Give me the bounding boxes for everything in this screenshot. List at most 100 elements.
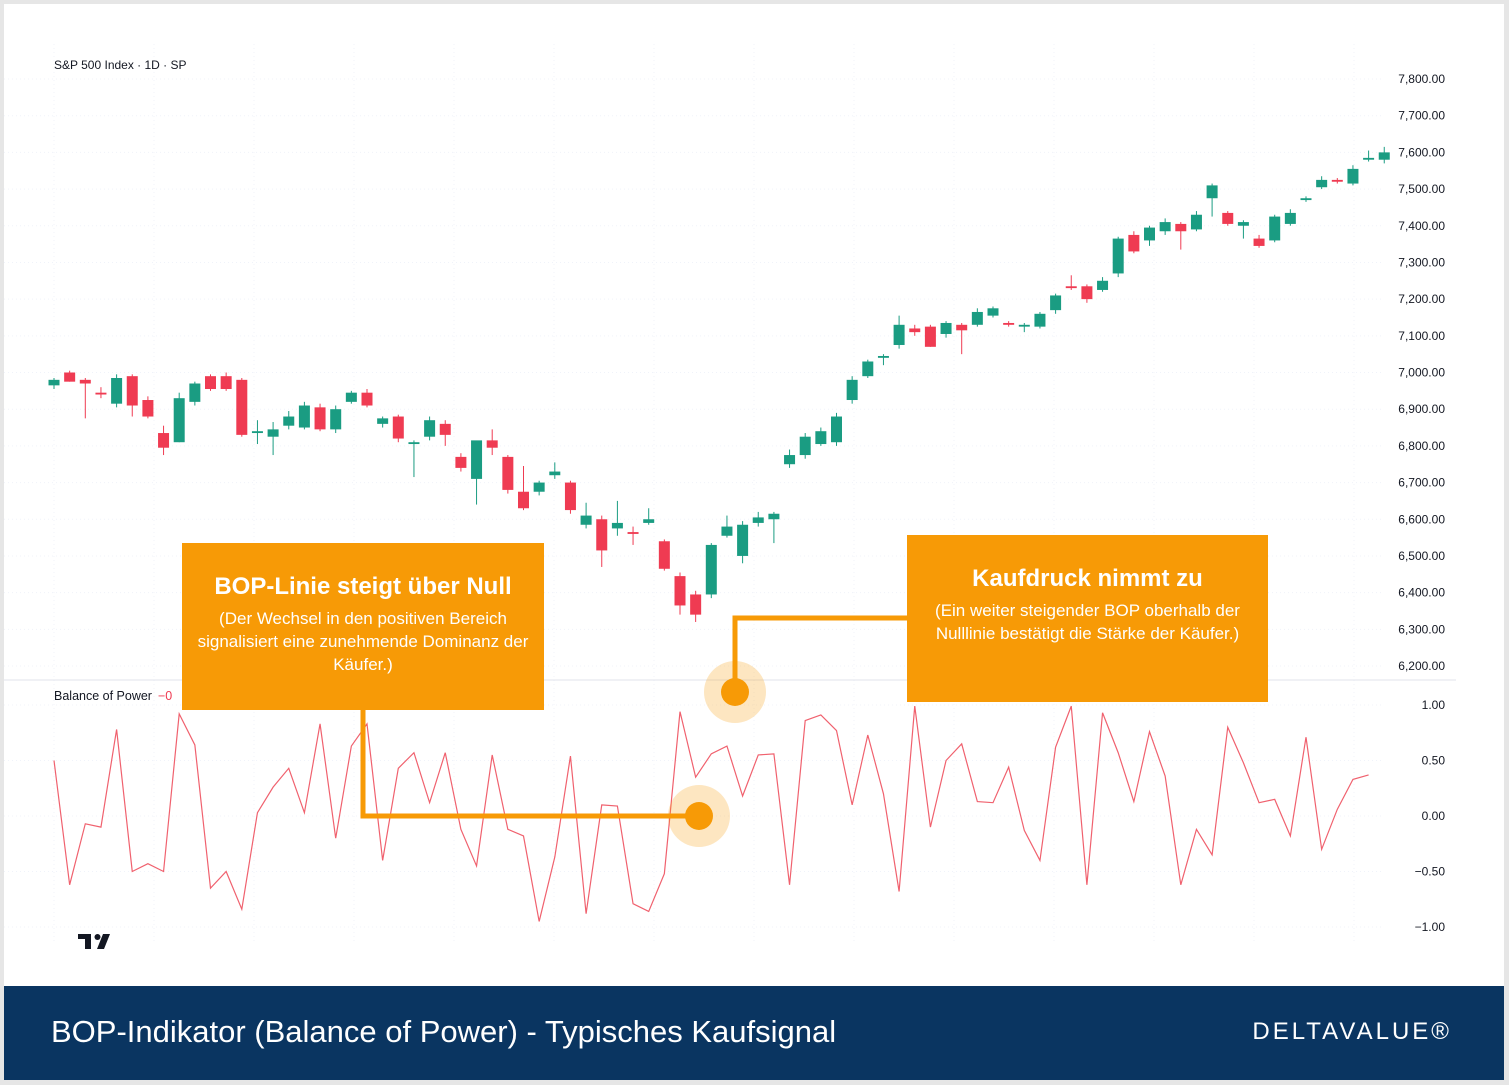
price-tick-label: 7,500.00 [1398,182,1445,196]
candle-body [1128,234,1140,252]
candle-body [471,440,483,479]
candle [971,308,983,327]
candle-body [1300,198,1312,201]
price-tick-label: 7,100.00 [1398,329,1445,343]
candle [784,449,796,468]
candle-body [831,416,842,443]
candle-body [173,398,185,443]
candle-body [64,372,76,382]
candle-body [909,328,921,333]
candle [1222,211,1234,226]
candle [1128,231,1140,254]
candle [721,515,733,538]
candle [345,390,357,404]
candle [251,420,263,445]
candle [158,425,170,456]
footer-title: BOP-Indikator (Balance of Power) - Typis… [51,1014,837,1049]
candle-body [1112,238,1124,274]
candle-body [345,392,357,402]
candle [924,324,936,347]
candle-body [1269,216,1281,241]
candle-body [142,400,154,417]
candle [142,396,154,419]
candle [1378,146,1390,164]
candle [330,405,342,434]
bop-label-value: −0 [158,689,172,703]
candle [298,401,310,430]
candle [1065,275,1077,290]
candle-body [236,379,248,435]
candle-body [1144,227,1155,241]
bop-axis: 1.00 0.50 0.00 −0.50 −1.00 [1415,698,1446,934]
candle-body [1237,222,1249,226]
candle-body [314,407,326,430]
candle-body [596,519,608,551]
connector-right [732,615,907,692]
candle-body [267,429,279,437]
candle-body [1050,295,1062,311]
candle [236,378,248,437]
candle-body [1018,324,1030,327]
callout-right-body: (Ein weiter steigender BOP oberhalb der … [935,601,1240,643]
candle-body [1331,179,1343,182]
candle [1284,209,1296,226]
tradingview-logo-icon [78,934,110,949]
candle-body [862,361,874,377]
candle [533,480,545,496]
candle-body [518,491,529,509]
callout-left-title: BOP-Linie steigt über Null [214,573,512,600]
candle-body [784,455,796,465]
candle [1206,183,1218,217]
price-tick-label: 6,700.00 [1398,476,1445,490]
candle-body [158,433,170,448]
candle [815,427,827,446]
price-tick-label: 6,900.00 [1398,402,1445,416]
candle-body [643,519,655,523]
candle-body [1378,152,1390,160]
chart-frame: 7,800.00 7,700.00 7,600.00 7,500.00 7,400.00… [4,4,1504,1080]
bop-line [53,705,1369,922]
candle-body [737,524,749,556]
candle-body [924,326,936,347]
candle [1081,284,1093,303]
candle-body [752,517,764,523]
candle-body [815,431,827,445]
price-axis: 7,800.00 7,700.00 7,600.00 7,500.00 7,400.00… [1398,72,1445,673]
candle [1112,236,1124,278]
candle-body [220,376,232,390]
candle-body [1190,214,1202,230]
candle [1269,214,1281,243]
candle [752,511,764,527]
candle-body [658,541,670,569]
bop-label-name: Balance of Power [54,689,152,703]
candle-body [971,311,983,325]
candle [1018,322,1030,333]
candles [48,146,1390,622]
brand-logo: DELTAVALUE® [1252,1018,1452,1045]
bop-label: Balance of Power −0 [54,689,172,703]
bop-tick-label: −1.00 [1415,920,1446,934]
candle-body [330,409,342,430]
candle [862,359,874,379]
candle [1300,196,1312,202]
candle [439,420,451,446]
candle-body [1222,212,1234,224]
candle [846,376,858,404]
chart-canvas[interactable]: 7,800.00 7,700.00 7,600.00 7,500.00 7,400.00… [4,4,1504,986]
candle-body [111,378,123,404]
candle [95,387,107,399]
price-tick-label: 7,000.00 [1398,366,1445,380]
candle [518,466,529,511]
callout-bop-crosses-zero: BOP-Linie steigt über Null (Der Wechsel … [182,543,544,710]
candle-body [1284,212,1296,224]
candle-body [674,576,686,606]
candle [1190,211,1202,232]
candle-body [549,471,561,476]
candle-body [987,308,999,316]
candle [1331,178,1343,184]
candle [799,433,811,459]
candle [486,429,498,456]
chart-title: S&P 500 Index · 1D · SP [54,58,187,72]
candle-body [1175,223,1187,232]
candle [220,372,232,391]
